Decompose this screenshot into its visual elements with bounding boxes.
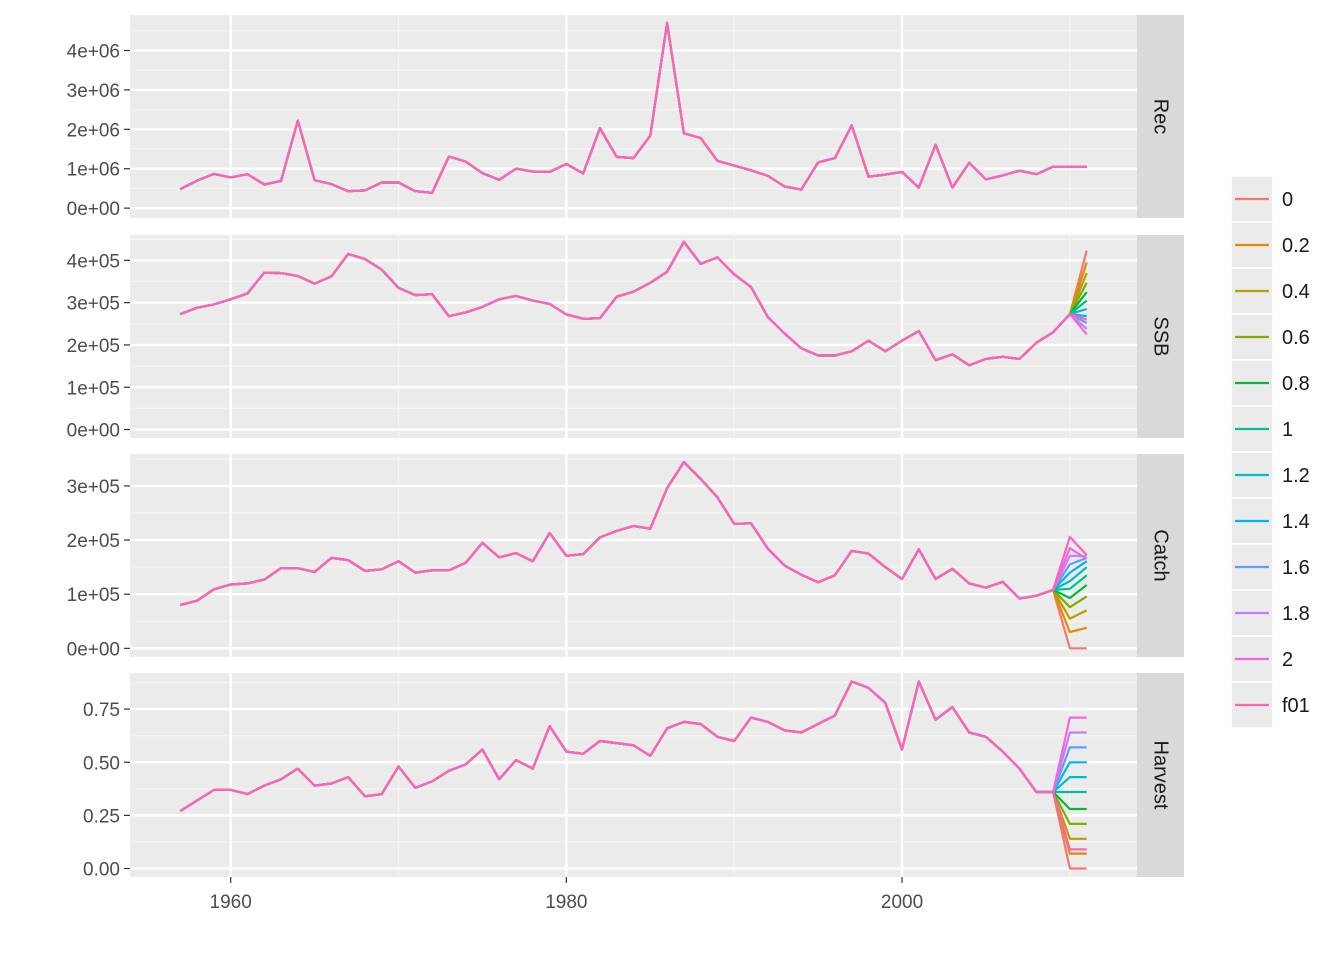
y-tick-label: 3e+06 — [67, 81, 120, 102]
legend: 0 0.2 0.4 0.6 0.8 1 1.2 1.4 1.6 1.8 2 f01 — [1230, 175, 1310, 729]
y-tick-label: 1e+05 — [67, 585, 120, 606]
y-tick-label: 0.75 — [83, 700, 120, 721]
y-tick-label: 2e+05 — [67, 531, 120, 552]
facet-panel-ssb: 0e+00 1e+05 2e+05 3e+05 4e+05 SSB — [67, 235, 1184, 442]
series-line-f01 — [179, 240, 1088, 367]
y-tick-label: 0e+00 — [67, 639, 120, 660]
facet-strip — [1137, 454, 1184, 657]
y-tick-label: 1e+05 — [67, 378, 120, 399]
y-tick-label: 0e+00 — [67, 199, 120, 220]
y-tick-label: 0.00 — [83, 860, 120, 881]
facet-panel-harvest: 0.00 0.25 0.50 0.75 Harvest — [83, 673, 1184, 881]
legend-label-0: 0 — [1282, 189, 1293, 211]
panel-background — [130, 15, 1137, 218]
y-tick-label: 0e+00 — [67, 421, 120, 442]
facet-strip-label: Harvest — [1150, 741, 1172, 810]
y-tick-label: 1e+06 — [67, 160, 120, 181]
legend-label-0.8: 0.8 — [1282, 373, 1310, 395]
y-tick-label: 4e+06 — [67, 41, 120, 62]
y-tick-label: 2e+05 — [67, 336, 120, 357]
y-tick-label: 2e+06 — [67, 120, 120, 141]
facet-strip-label: Rec — [1150, 99, 1172, 135]
facet-strip — [1137, 15, 1184, 218]
series-line-f01 — [179, 21, 1087, 194]
facet-panel-rec: 0e+00 1e+06 2e+06 3e+06 4e+06 Rec — [67, 15, 1184, 220]
y-tick-label: 0.50 — [83, 753, 120, 774]
y-tick-label: 3e+05 — [67, 294, 120, 315]
legend-label-0.2: 0.2 — [1282, 235, 1310, 257]
panel-background — [130, 454, 1137, 657]
legend-label-1: 1 — [1282, 419, 1293, 441]
y-tick-label: 3e+05 — [67, 477, 120, 498]
legend-label-1.8: 1.8 — [1282, 603, 1310, 625]
x-tick-label: 1980 — [545, 892, 587, 913]
legend-label-f01: f01 — [1282, 695, 1310, 717]
legend-label-2: 2 — [1282, 649, 1293, 671]
legend-label-0.4: 0.4 — [1282, 281, 1310, 303]
x-tick-label: 1960 — [210, 892, 252, 913]
facet-strip — [1137, 673, 1184, 877]
legend-label-1.6: 1.6 — [1282, 557, 1310, 579]
legend-label-1.2: 1.2 — [1282, 465, 1310, 487]
x-tick-label: 2000 — [881, 892, 923, 913]
series-line-f01 — [180, 461, 1088, 607]
panel-background — [130, 235, 1137, 438]
facet-strip-label: SSB — [1150, 316, 1172, 356]
y-tick-label: 4e+05 — [67, 251, 120, 272]
facet-strip-label: Catch — [1150, 529, 1172, 581]
facet-panel-catch: 0e+00 1e+05 2e+05 3e+05 Catch — [67, 454, 1184, 660]
legend-label-1.4: 1.4 — [1282, 511, 1310, 533]
panel-background — [130, 673, 1137, 877]
series-line-f01 — [179, 680, 1087, 851]
y-tick-label: 0.25 — [83, 806, 120, 827]
legend-label-0.6: 0.6 — [1282, 327, 1310, 349]
facet-strip — [1137, 235, 1184, 438]
